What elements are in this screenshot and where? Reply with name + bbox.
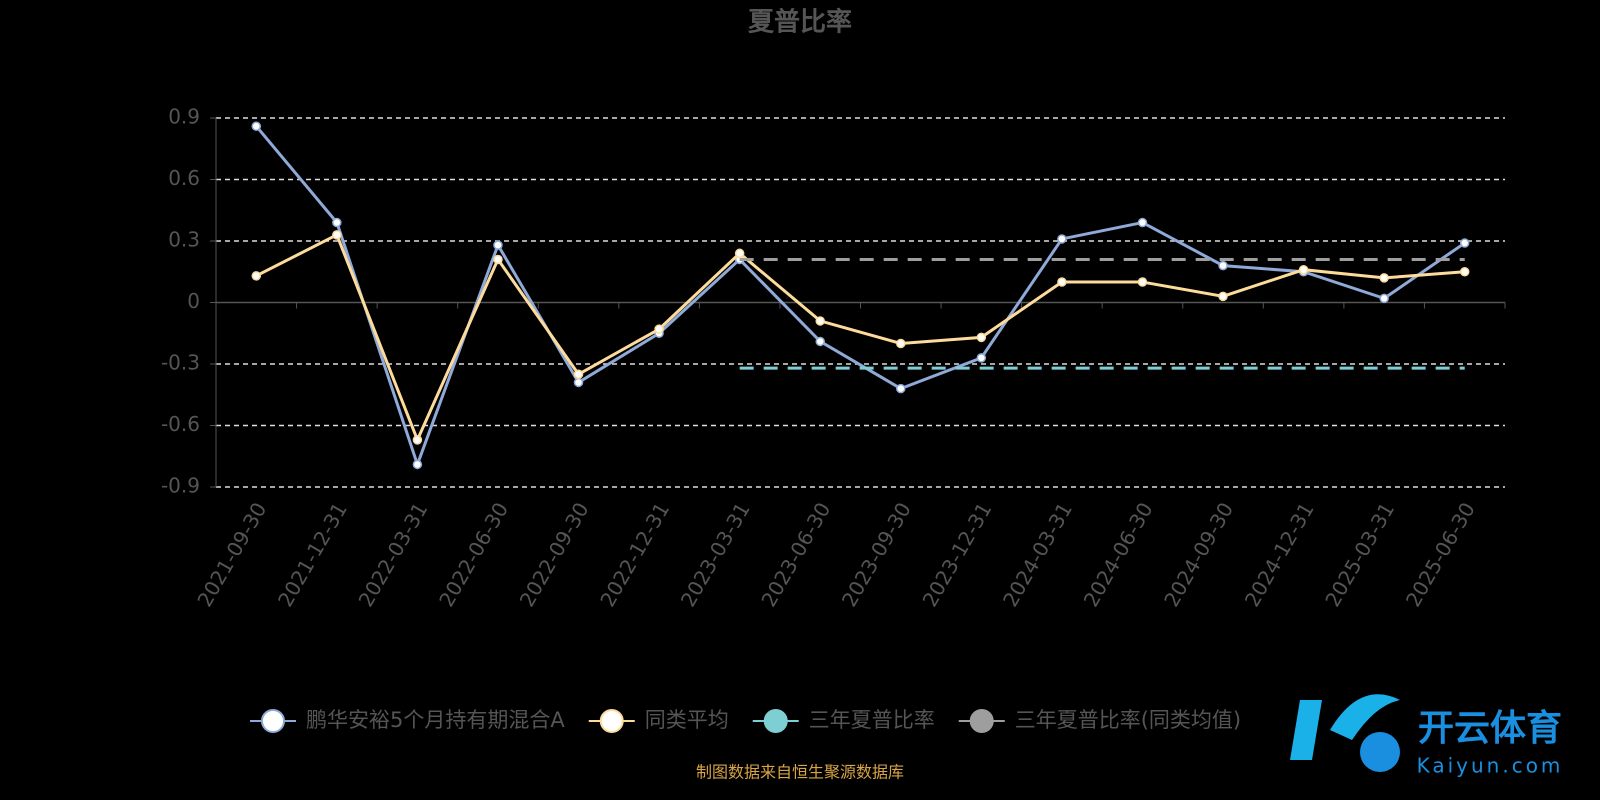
chart-title: 夏普比率 [748,7,852,38]
y-tick-label: 0.6 [168,166,200,190]
watermark-site: Kaiyun.com [1417,754,1564,778]
legend-item: 三年夏普比率(同类均值) [958,708,1241,733]
data-point [1459,267,1470,277]
data-point [251,271,262,281]
series-line [255,232,1465,444]
watermark-logo [1330,694,1400,740]
data-point [1298,264,1309,275]
y-tick-label: 0.3 [168,228,200,252]
data-point [493,240,503,250]
data-point [734,248,745,259]
data-point [654,324,664,334]
source-note: 制图数据来自恒生聚源数据库 [696,763,904,782]
legend-marker [261,709,285,733]
y-tick-label: -0.9 [161,474,200,498]
data-point [1218,291,1228,302]
data-point [573,377,584,388]
legend-label: 鹏华安裕5个月持有期混合A [306,708,565,732]
legend-marker [599,709,624,733]
data-point [1137,277,1148,287]
watermark-logo [1360,732,1400,772]
y-tick-label: -0.6 [161,412,200,436]
data-point [815,336,825,347]
watermark: 开云体育 Kaiyun.com [1290,694,1564,778]
legend-label: 三年夏普比率(同类均值) [1015,708,1241,732]
series-line [255,125,1466,469]
data-point [1379,273,1389,283]
legend-item: 同类平均 [588,708,729,733]
legend-item: 三年夏普比率 [752,708,935,733]
legend-item: 鹏华安裕5个月持有期混合A [250,708,565,733]
data-point [976,353,987,363]
data-point [896,338,906,349]
legend-marker [969,709,994,733]
data-point [976,332,987,343]
data-point [1137,217,1148,228]
data-point [815,316,825,326]
data-point [332,230,342,240]
data-point [1057,234,1067,244]
data-point [1379,293,1389,304]
legend-label: 三年夏普比率 [809,708,935,732]
watermark-brand: 开云体育 [1418,708,1562,749]
legend-label: 同类平均 [645,708,729,732]
data-point [493,254,503,265]
data-point [896,383,906,394]
data-point [412,435,423,445]
y-tick-label: -0.3 [161,351,200,375]
legend-marker [763,709,788,733]
data-point [251,121,262,131]
y-tick-label: 0 [187,289,200,313]
watermark-logo [1290,700,1322,760]
data-point [1459,238,1470,248]
data-point [412,459,423,470]
y-tick-label: 0.9 [168,105,200,129]
data-point [332,217,342,228]
data-point [1218,260,1228,271]
data-point [573,369,584,379]
data-point [1057,277,1067,287]
